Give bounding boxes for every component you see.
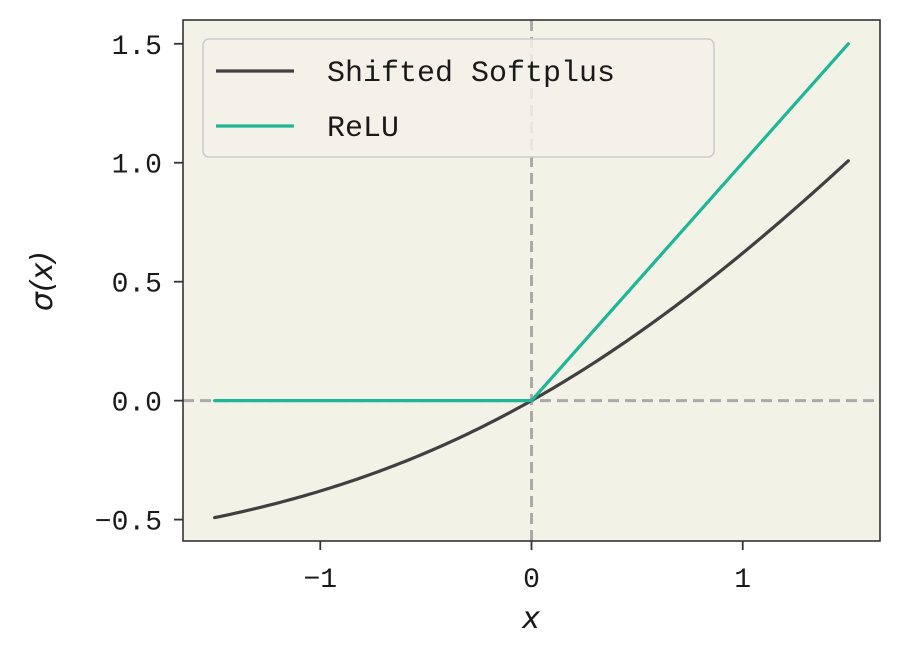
y-tick-label: −0.5 bbox=[95, 508, 162, 539]
series-layer bbox=[213, 42, 850, 520]
y-axis: −0.5 0.0 0.5 1.0 1.5 bbox=[95, 32, 183, 539]
legend-label: Shifted Softplus bbox=[327, 57, 615, 91]
y-tick-label: 0.0 bbox=[112, 389, 162, 420]
y-tick-label: 1.0 bbox=[112, 151, 162, 182]
x-tick-label: 0 bbox=[523, 565, 540, 596]
legend-label: ReLU bbox=[327, 112, 399, 146]
y-axis-title: σ(x) bbox=[25, 251, 60, 311]
x-axis-title: x bbox=[521, 601, 540, 636]
x-tick-label: 1 bbox=[734, 565, 751, 596]
x-tick-label: −1 bbox=[303, 565, 337, 596]
x-axis: −1 0 1 bbox=[303, 541, 751, 596]
y-tick-label: 1.5 bbox=[112, 32, 162, 63]
series-line-relu bbox=[213, 42, 850, 403]
y-tick-label: 0.5 bbox=[112, 270, 162, 301]
legend-box bbox=[202, 38, 715, 158]
legend: Shifted Softplus ReLU bbox=[202, 38, 715, 158]
